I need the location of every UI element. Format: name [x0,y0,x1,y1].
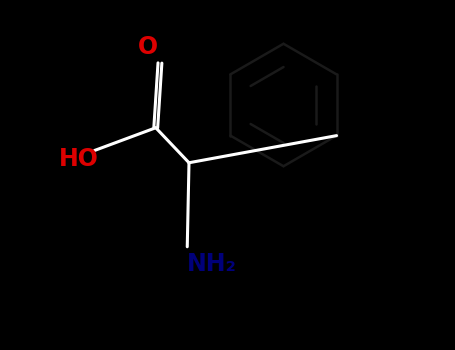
Text: NH₂: NH₂ [187,252,237,276]
Text: HO: HO [59,147,99,171]
Text: O: O [137,35,158,59]
